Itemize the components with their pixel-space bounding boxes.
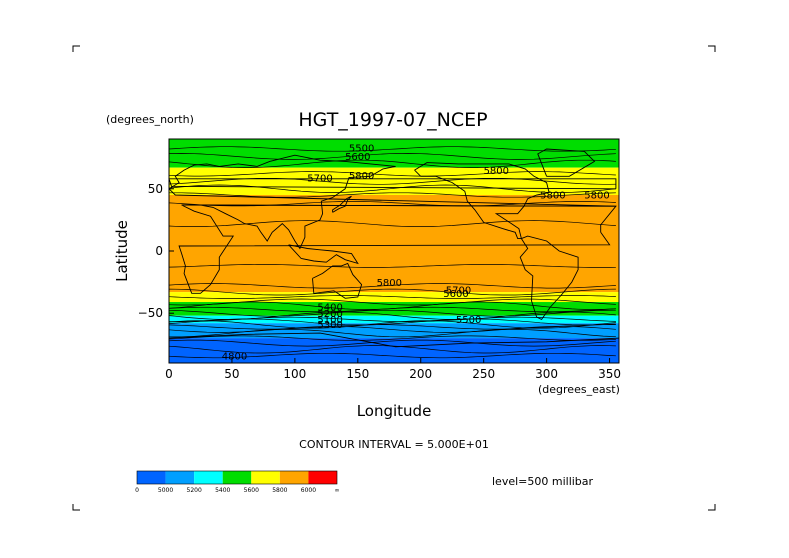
contour-label: 5500 — [456, 315, 481, 326]
contour-line — [168, 309, 616, 317]
y-tick-label: −50 — [138, 306, 163, 320]
colorbar-swatch — [222, 471, 252, 484]
contour-line — [168, 295, 616, 299]
contour-label: 5600 — [443, 289, 468, 300]
colorbar-swatch — [194, 471, 223, 484]
colorbar-swatch — [308, 471, 337, 484]
contour-line — [168, 352, 616, 359]
band-3 — [169, 292, 619, 303]
colorbar-label: 5200 — [187, 487, 202, 494]
x-tick-label: 200 — [409, 367, 432, 381]
contour-label: 5800 — [349, 171, 374, 182]
contour-label: 4800 — [222, 351, 247, 362]
coast-greenland — [537, 148, 596, 177]
contour-line — [168, 318, 616, 326]
contour-line — [168, 171, 616, 177]
colorbar: 0 5000 5200 5400 5600 5800 6000 ∞ — [135, 470, 340, 494]
y-tick-label: 0 — [155, 244, 163, 258]
contour-line — [168, 153, 616, 160]
x-tick-label: 150 — [346, 367, 369, 381]
contour-line — [168, 335, 616, 341]
coast-antarctica — [168, 332, 620, 348]
contour-line — [168, 329, 616, 338]
colorbar-label: 6000 — [301, 487, 316, 494]
contour-line — [168, 146, 616, 152]
contour-interval-text: CONTOUR INTERVAL = 5.000E+01 — [299, 438, 489, 451]
level-text: level=500 millibar — [492, 475, 594, 488]
colorbar-label: 5800 — [272, 487, 287, 494]
contour-label: 5800 — [484, 166, 509, 177]
contour-line — [169, 192, 616, 198]
coast-japan — [332, 195, 352, 213]
contour-label: 5800 — [377, 278, 402, 289]
contour-label: 5500 — [349, 143, 374, 154]
x-tick-label: 50 — [224, 367, 239, 381]
plot-area — [169, 139, 619, 363]
crop-marks — [72, 45, 716, 511]
colorbar-swatch — [251, 471, 280, 484]
contour-line — [168, 201, 616, 207]
coast-eurasia — [168, 154, 616, 250]
x-tick-label: 300 — [535, 367, 558, 381]
contour-label: 5800 — [540, 191, 565, 202]
colorbar-frame — [136, 470, 338, 485]
contour-label: 5300 — [317, 320, 342, 331]
band-5 — [169, 315, 619, 324]
coast-south-america — [519, 235, 579, 320]
x-tick-label: 350 — [598, 367, 621, 381]
contour-label: 5600 — [345, 152, 370, 163]
contour-line — [168, 324, 616, 330]
coast-north-america — [414, 162, 550, 240]
contour-label: 5400 — [317, 303, 342, 314]
x-axis-title: Longitude — [357, 402, 432, 420]
y-axis-title: Latitude — [113, 220, 131, 282]
contour-line — [168, 320, 616, 329]
contour-line — [168, 339, 616, 347]
contour-line — [168, 264, 616, 268]
contour-label: 5800 — [584, 191, 609, 202]
colorbar-swatch — [279, 471, 309, 484]
colorbar-label: ∞ — [335, 487, 340, 494]
coast-australia — [312, 262, 363, 299]
y-axis: 50 0 −50 — [138, 182, 174, 320]
band-4 — [169, 302, 619, 316]
colorbar-label: 5000 — [158, 487, 173, 494]
band-2 — [169, 195, 619, 293]
x-tick-label: 100 — [283, 367, 306, 381]
contour-line — [168, 283, 616, 289]
contour-label: 5100 — [317, 315, 342, 326]
contour-line — [168, 306, 616, 313]
chart-title: HGT_1997-07_NCEP — [298, 109, 487, 131]
colorbar-label: 0 — [135, 487, 139, 494]
colorbar-swatch — [165, 471, 195, 484]
colorbar-label: 5400 — [215, 487, 230, 494]
x-tick-label: 0 — [165, 367, 173, 381]
contour-label: 5700 — [307, 173, 332, 184]
contour-label: 5200 — [317, 309, 342, 320]
x-units-label: (degrees_east) — [538, 383, 620, 396]
colorbar-swatch — [137, 471, 166, 484]
coast-indonesia — [288, 244, 359, 265]
colorbar-label: 5600 — [244, 487, 259, 494]
contour-line — [168, 184, 616, 193]
y-tick-label: 50 — [148, 182, 163, 196]
x-tick-label: 250 — [472, 367, 495, 381]
contour-line — [168, 288, 616, 296]
y-units-label: (degrees_north) — [106, 113, 194, 126]
contour-line — [168, 220, 616, 227]
contour-label: 5700 — [446, 285, 471, 296]
x-axis: 0 50 100 150 200 250 300 350 — [165, 358, 621, 381]
